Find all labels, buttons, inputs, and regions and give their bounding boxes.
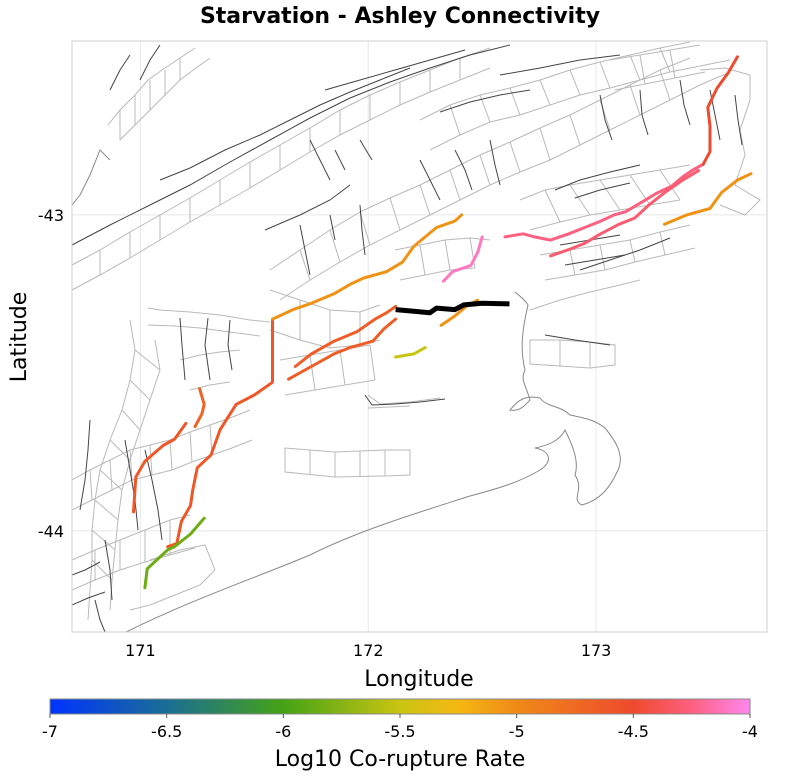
colorbar-label: Log10 Co-rupture Rate bbox=[275, 747, 526, 772]
colorbar-tick-label: -5 bbox=[509, 722, 525, 741]
rupture-trace-r14[interactable] bbox=[143, 516, 206, 590]
rupture-trace-r13[interactable] bbox=[663, 172, 753, 226]
rupture-trace-r10[interactable] bbox=[503, 162, 705, 242]
rupture-trace-r3[interactable] bbox=[193, 387, 206, 429]
colorbar-tick-label: -4.5 bbox=[618, 722, 649, 741]
y-tick-label: -43 bbox=[38, 206, 64, 225]
colorbar-tick-label: -7 bbox=[42, 722, 58, 741]
colorbar-tick-label: -4 bbox=[742, 722, 758, 741]
gridlines bbox=[72, 41, 767, 632]
map-frame bbox=[71, 40, 768, 633]
rupture-trace-r1[interactable] bbox=[166, 317, 274, 549]
rupture-trace-r12[interactable] bbox=[701, 55, 739, 166]
rupture-trace-r7[interactable] bbox=[394, 346, 427, 359]
x-tick-label: 171 bbox=[125, 641, 156, 660]
rupture-trace-r9[interactable] bbox=[441, 235, 484, 283]
colorbar bbox=[49, 698, 751, 715]
rupture-trace-r5[interactable] bbox=[293, 305, 398, 368]
x-axis-ticks: 171 172 173 bbox=[125, 641, 611, 660]
rupture-trace-r6[interactable] bbox=[287, 317, 398, 381]
y-axis-ticks: -43 -44 bbox=[38, 206, 64, 541]
y-tick-label: -44 bbox=[38, 522, 64, 541]
colorbar-tick-label: -6.5 bbox=[151, 722, 182, 741]
map-area bbox=[72, 41, 761, 632]
rupture-layer bbox=[132, 55, 753, 590]
rupture-trace-r4[interactable] bbox=[271, 213, 464, 321]
rupture-trace-r2[interactable] bbox=[132, 421, 188, 514]
map-background bbox=[72, 41, 767, 632]
source-fault-layer bbox=[395, 300, 510, 316]
colorbar-tick-label: -5.5 bbox=[384, 722, 415, 741]
colorbar-tick-label: -6 bbox=[275, 722, 291, 741]
colorbar-ticks: -7 -6.5 -6 -5.5 -5 -4.5 -4 bbox=[42, 714, 758, 741]
y-axis-label: Latitude bbox=[7, 292, 32, 383]
x-tick-label: 173 bbox=[581, 641, 612, 660]
x-axis-label: Longitude bbox=[364, 667, 473, 692]
rupture-trace-r11[interactable] bbox=[549, 169, 701, 258]
map-title: Starvation - Ashley Connectivity bbox=[200, 4, 600, 29]
x-tick-label: 172 bbox=[353, 641, 384, 660]
coastline bbox=[72, 149, 621, 632]
fault-traces bbox=[72, 44, 743, 632]
source-fault-trace[interactable] bbox=[395, 300, 510, 316]
